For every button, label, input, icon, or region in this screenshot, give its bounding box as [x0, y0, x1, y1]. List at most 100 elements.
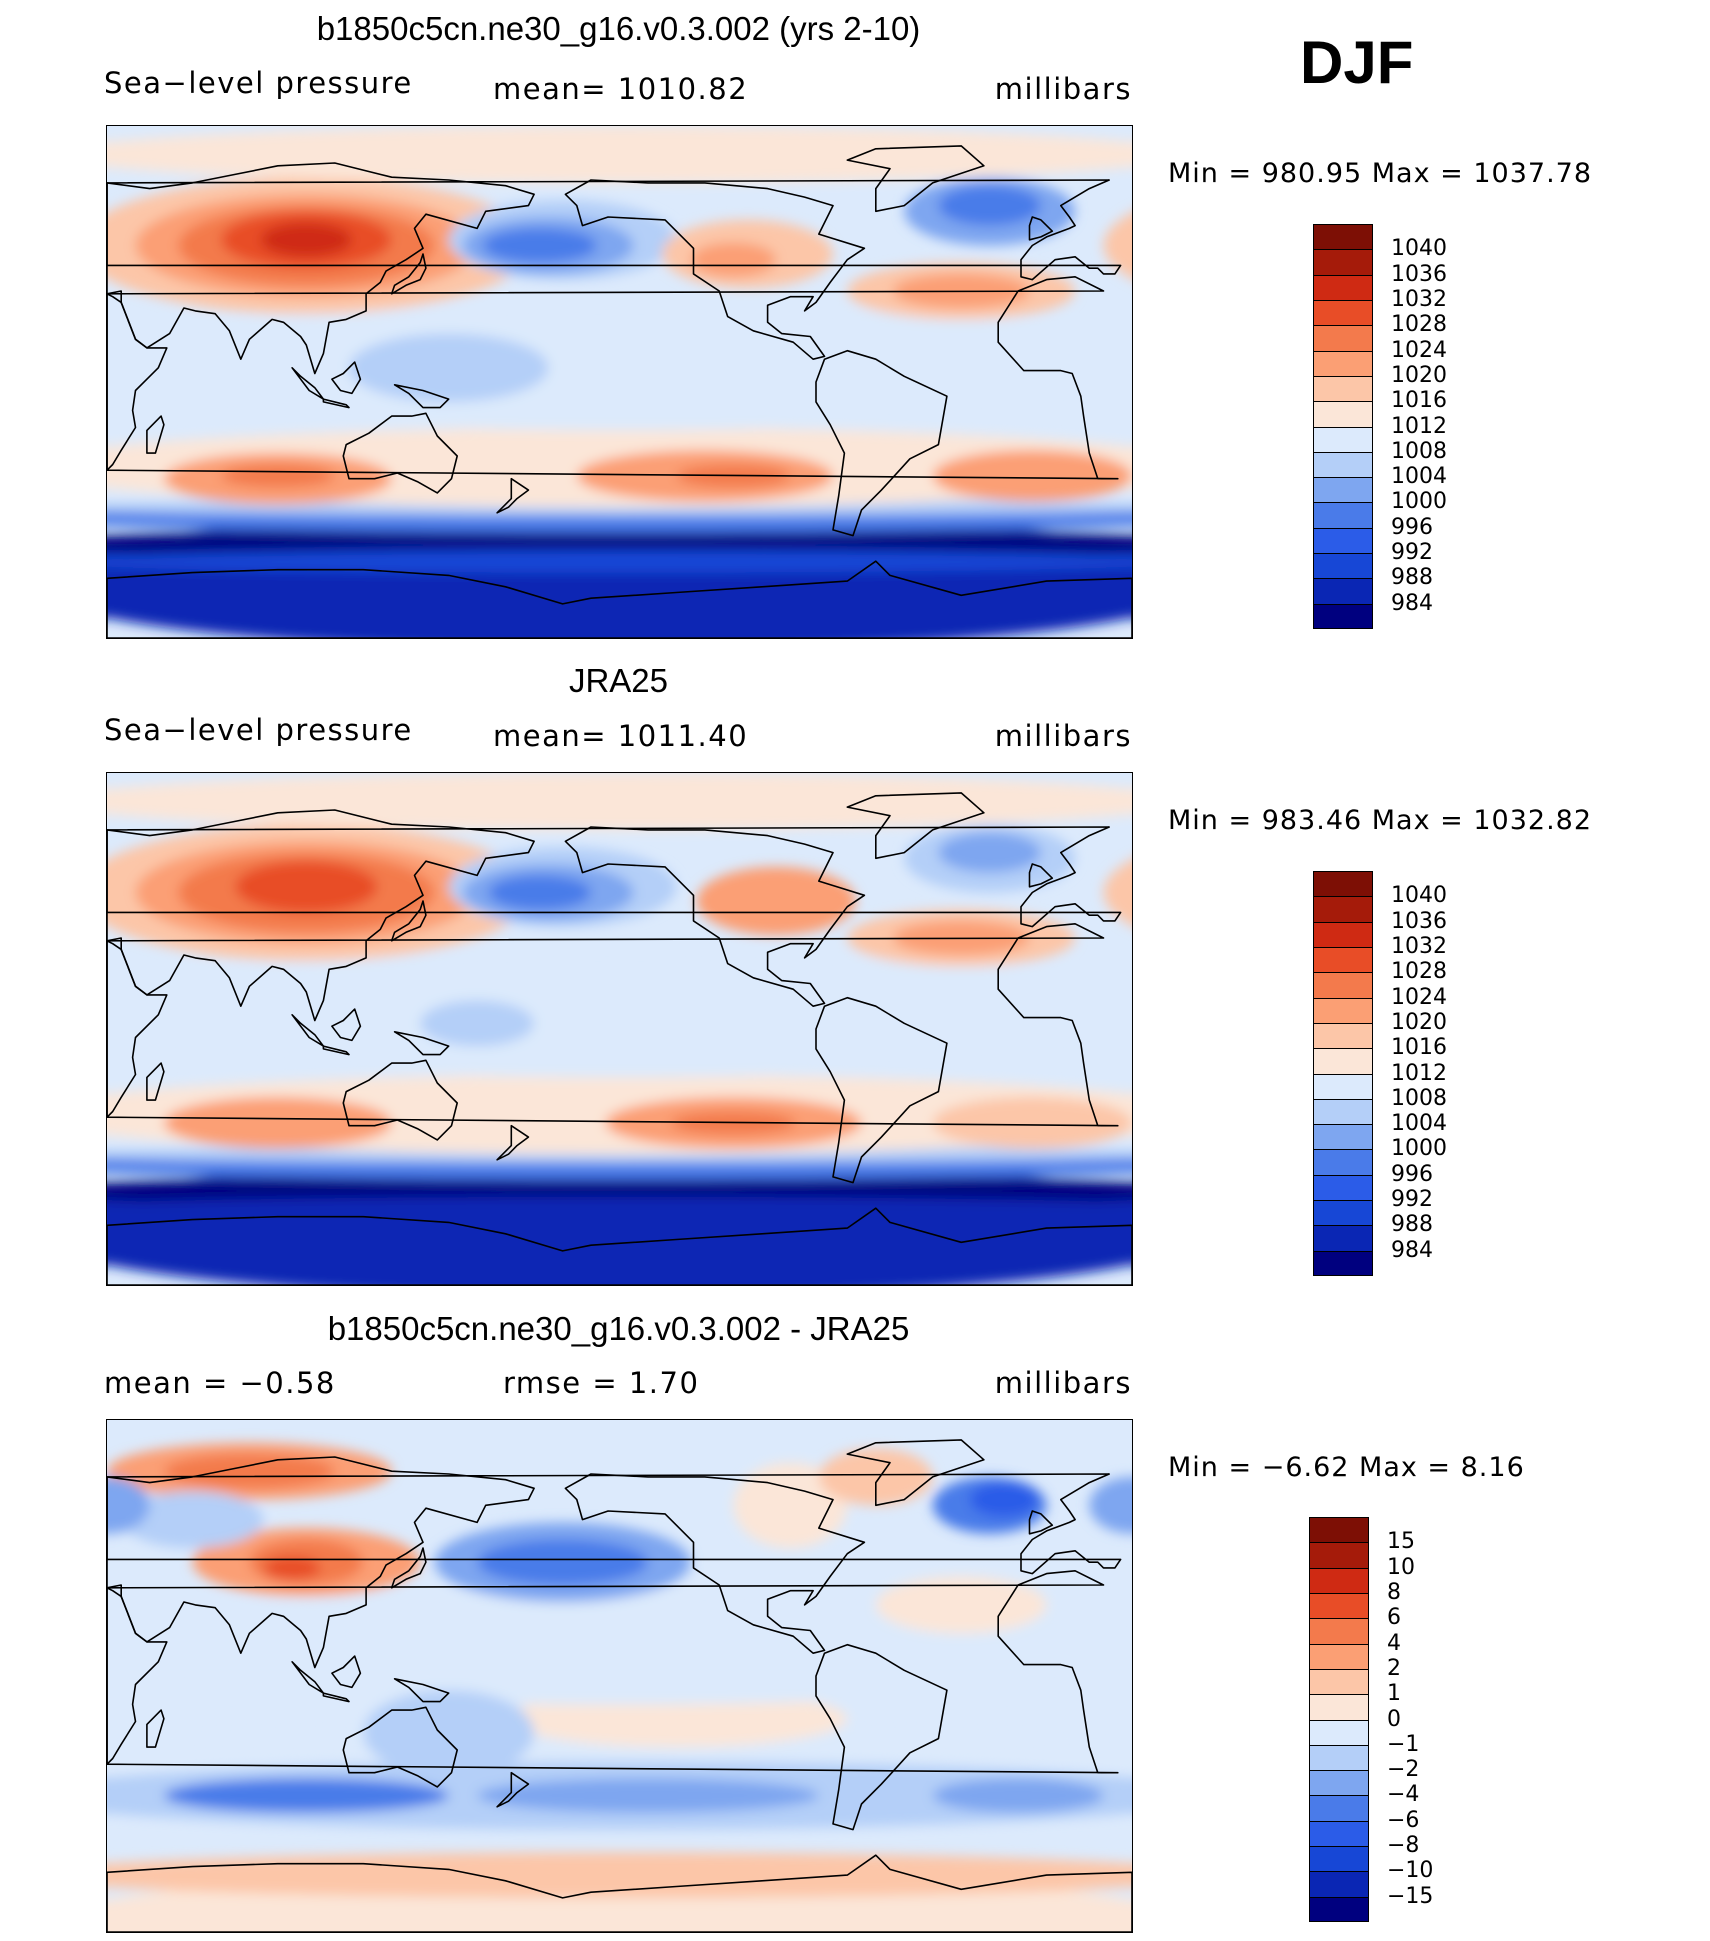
field-region [1089, 1476, 1132, 1534]
field-region [932, 1097, 1132, 1149]
field-region [349, 333, 549, 402]
colorbar-swatch [1313, 1250, 1373, 1276]
field-region [107, 511, 193, 526]
coastline [342, 1706, 458, 1788]
panel3-center-label: rmse = 1.70 [503, 1366, 700, 1400]
field-region [107, 773, 1132, 830]
field-region [690, 242, 777, 277]
field-region [1046, 1149, 1132, 1159]
field-region [107, 555, 193, 568]
colorbar-swatch [1309, 1694, 1369, 1720]
panel2-center-label: mean= 1011.40 [493, 719, 749, 753]
colorbar-swatch [1313, 249, 1373, 275]
colorbar-tick-label: 992 [1391, 1187, 1433, 1213]
field-region [107, 1149, 193, 1159]
panel3-minmax: Min = −6.62 Max = 8.16 [1168, 1452, 1525, 1483]
field-region [1046, 555, 1132, 568]
coastline [393, 1678, 450, 1703]
colorbar-tick-label: 1040 [1391, 883, 1447, 909]
panel3-map [106, 1419, 1133, 1933]
field-region [969, 1482, 1039, 1517]
coastline [107, 1473, 1122, 1575]
colorbar-swatch [1313, 1048, 1373, 1074]
field-region [121, 1491, 264, 1548]
coastline [107, 276, 1119, 480]
coastline [291, 1661, 325, 1694]
field-region [818, 1448, 933, 1506]
field-region [107, 1158, 193, 1173]
colorbar-tick-label: −6 [1387, 1807, 1420, 1833]
coastline [496, 477, 530, 514]
panel2-left-label: Sea−level pressure [104, 713, 413, 747]
field-region [477, 1778, 819, 1813]
panel2-minmax: Min = 983.46 Max = 1032.82 [1168, 805, 1593, 836]
colorbar-tick-label: −15 [1387, 1883, 1434, 1909]
coastline [331, 361, 362, 395]
colorbar-tick-label: 1012 [1391, 1060, 1447, 1086]
panel1-right-label: millibars [994, 72, 1132, 106]
panel1-minmax: Min = 980.95 Max = 1037.78 [1168, 158, 1593, 189]
field-region [107, 1618, 193, 1677]
panel2-colorbar: 1040 1036 1032 1028 1024 1020 1016 1012 1008 1004… [1313, 871, 1473, 1276]
colorbar-tick-label: 1024 [1391, 337, 1447, 363]
colorbar-tick-label: −10 [1387, 1858, 1434, 1884]
colorbar-tick-label: 984 [1391, 590, 1433, 616]
coastline [390, 253, 427, 295]
coastline [393, 384, 450, 409]
colorbar-tick-label: 1008 [1391, 1085, 1447, 1111]
season-label: DJF [1300, 29, 1414, 96]
coastline [564, 179, 866, 360]
colorbar-tick-label: 996 [1391, 514, 1433, 540]
field-region [938, 832, 1041, 873]
panel1-title: b1850c5cn.ne30_g16.v0.3.002 (yrs 2-10) [316, 10, 921, 47]
colorbar-tick-label: −4 [1387, 1782, 1420, 1808]
coastline [331, 1008, 362, 1042]
colorbar-tick-label: 1016 [1391, 388, 1447, 414]
field-region [696, 866, 856, 936]
field-region [107, 789, 164, 814]
field-region [1046, 1158, 1132, 1173]
field-region [1046, 1726, 1132, 1751]
coastline [393, 1031, 450, 1056]
field-region [1046, 535, 1132, 553]
coastline [107, 1854, 1132, 1932]
coastline [107, 560, 1132, 638]
coastline [846, 145, 985, 213]
colorbar-swatch [1313, 1073, 1373, 1099]
panel2-map [106, 772, 1133, 1286]
colorbar-swatch [1313, 401, 1373, 427]
field-region [163, 1097, 392, 1149]
colorbar-swatch [1313, 871, 1373, 897]
panel2-right-label: millibars [994, 719, 1132, 753]
field-region [107, 1863, 193, 1887]
colorbar-swatch [1309, 1770, 1369, 1796]
field-region [1103, 859, 1132, 926]
colorbar-tick-label: −8 [1387, 1833, 1420, 1859]
field-region [107, 1476, 150, 1534]
colorbar-swatch [1313, 375, 1373, 402]
colorbar-swatch [1313, 477, 1373, 503]
field-region [107, 1182, 193, 1200]
colorbar-tick-label: 1000 [1391, 1136, 1447, 1162]
colorbar-swatch [1313, 997, 1373, 1023]
coastline [107, 809, 535, 1022]
coastline [322, 1045, 350, 1056]
field-region [477, 1539, 648, 1585]
field-region [107, 1202, 193, 1215]
colorbar-tick-label: 1028 [1391, 959, 1447, 985]
field-region [1046, 1182, 1132, 1200]
coastline [107, 940, 168, 1118]
colorbar-tick-label: −1 [1387, 1731, 1420, 1757]
colorbar-tick-label: 6 [1387, 1605, 1401, 1631]
colorbar-tick-label: 988 [1391, 1212, 1433, 1238]
field-region [1046, 1202, 1132, 1215]
colorbar-tick-label: 0 [1387, 1706, 1401, 1732]
colorbar-swatch [1309, 1795, 1369, 1821]
colorbar-tick-label: 1040 [1391, 236, 1447, 262]
field-region [107, 549, 1132, 573]
colorbar-swatch [1313, 350, 1373, 376]
colorbar-tick-label: 1004 [1391, 1111, 1447, 1137]
colorbar-tick-label: 984 [1391, 1237, 1433, 1263]
coastline [564, 1473, 866, 1654]
panel2-title: JRA25 [568, 662, 669, 699]
